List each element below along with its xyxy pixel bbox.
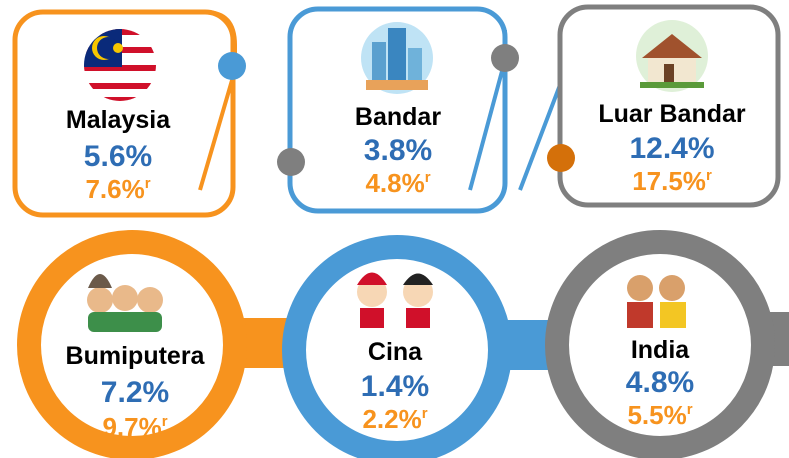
revised-number: 5.5% xyxy=(627,400,686,430)
value: 7.2% xyxy=(101,376,169,409)
dot xyxy=(277,148,305,176)
revised-value: 17.5%r xyxy=(632,166,712,196)
revised-number: 2.2% xyxy=(362,404,421,434)
people-icon xyxy=(357,272,433,328)
revised-number: 7.6% xyxy=(85,174,144,204)
revised-mark: r xyxy=(706,167,712,184)
revised-value: 4.8%r xyxy=(365,168,430,198)
value: 12.4% xyxy=(629,132,714,165)
revised-mark: r xyxy=(145,175,151,192)
revised-number: 4.8% xyxy=(365,168,424,198)
dot xyxy=(491,44,519,72)
label: Luar Bandar xyxy=(598,100,746,128)
revised-number: 9.7% xyxy=(102,412,161,442)
label: Cina xyxy=(368,338,423,366)
label: Bumiputera xyxy=(66,342,206,370)
label: Bandar xyxy=(355,103,441,131)
revised-value: 9.7%r xyxy=(102,412,167,442)
revised-value: 5.5%r xyxy=(627,400,692,430)
people-icon xyxy=(87,274,163,332)
revised-mark: r xyxy=(687,401,693,418)
revised-mark: r xyxy=(162,413,168,430)
label: India xyxy=(631,336,690,364)
circle-border xyxy=(282,235,512,458)
value: 4.8% xyxy=(626,366,694,399)
value: 1.4% xyxy=(361,370,429,403)
card-border xyxy=(287,6,508,214)
circle-border xyxy=(545,230,775,458)
label: Malaysia xyxy=(66,106,171,134)
revised-value: 2.2%r xyxy=(362,404,427,434)
dot xyxy=(547,144,575,172)
circle-border xyxy=(17,230,247,458)
card-border xyxy=(557,4,781,208)
connector xyxy=(198,10,237,191)
card-border xyxy=(12,9,236,218)
people-icon xyxy=(627,275,686,328)
revised-mark: r xyxy=(425,169,431,186)
revised-value: 7.6%r xyxy=(85,174,150,204)
value: 5.6% xyxy=(84,140,152,173)
revised-mark: r xyxy=(422,405,428,422)
dot xyxy=(218,52,246,80)
city-icon xyxy=(361,22,433,94)
value: 3.8% xyxy=(364,134,432,167)
house-icon xyxy=(636,20,708,92)
flag-icon xyxy=(84,29,156,101)
revised-number: 17.5% xyxy=(632,166,706,196)
